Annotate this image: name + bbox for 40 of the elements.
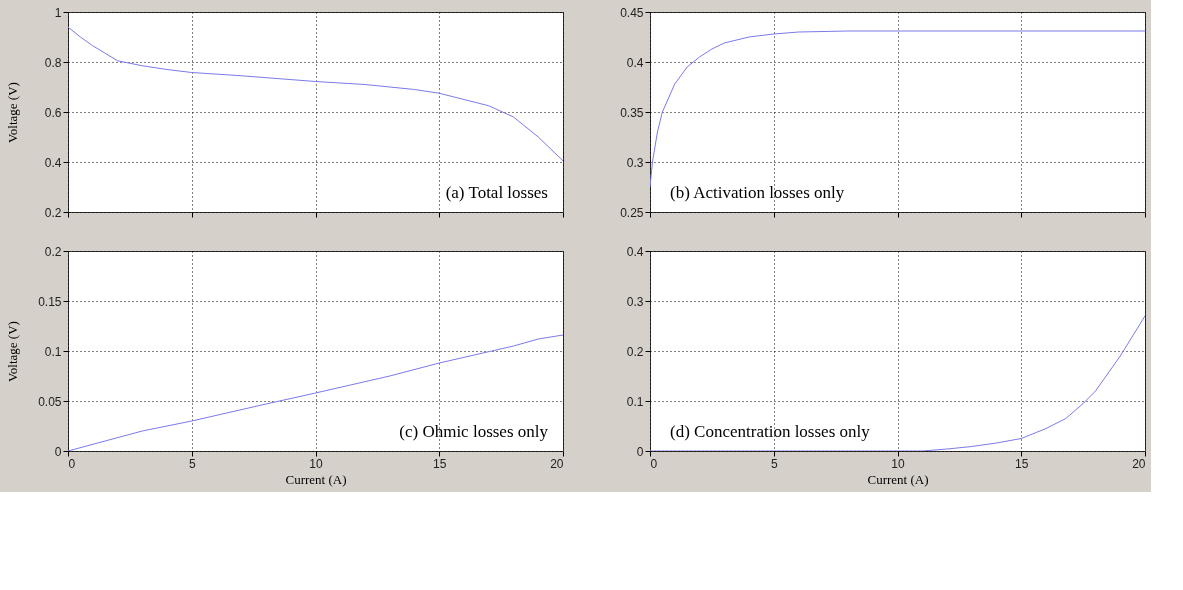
y-tick-label: 0.2 — [44, 205, 62, 220]
x-tick-label: 0 — [650, 456, 658, 471]
x-tick-label: 10 — [309, 456, 323, 471]
x-tick-label: 20 — [550, 456, 564, 471]
y-tick-label: 1 — [54, 5, 62, 20]
y-tick-label: 0.45 — [620, 5, 644, 20]
y-tick-label: 0.8 — [44, 55, 62, 70]
y-tick-label: 0.4 — [626, 55, 644, 70]
x-tick-label: 5 — [188, 456, 196, 471]
annotation: (c) Ohmic losses only — [399, 422, 549, 441]
y-tick-label: 0.25 — [620, 205, 644, 220]
annotation: (d) Concentration losses only — [670, 422, 871, 441]
y-tick-label: 0.1 — [44, 344, 62, 359]
line-series — [650, 30, 1145, 188]
y-tick-label: 0 — [54, 444, 62, 459]
x-tick-label: 15 — [433, 456, 447, 471]
y-tick-label: 0.05 — [38, 394, 62, 409]
annotation: (a) Total losses — [445, 183, 548, 202]
y-axis-title: Voltage (V) — [4, 82, 20, 143]
y-axis-title: Voltage (V) — [4, 321, 20, 382]
y-tick-label: 0.4 — [44, 155, 62, 170]
y-tick-label: 0.6 — [44, 105, 62, 120]
y-tick-label: 0.2 — [626, 344, 644, 359]
y-tick-label: 0.15 — [38, 294, 62, 309]
y-tick-label: 0.3 — [626, 155, 644, 170]
y-tick-label: 0.2 — [44, 244, 62, 259]
y-tick-label: 0.35 — [620, 105, 644, 120]
y-tick-label: 0 — [636, 444, 644, 459]
x-axis-title: Current (A) — [285, 471, 347, 487]
x-axis-title: Current (A) — [867, 471, 929, 487]
x-tick-label: 5 — [770, 456, 778, 471]
x-tick-label: 10 — [891, 456, 905, 471]
x-tick-label: 15 — [1015, 456, 1029, 471]
x-tick-label: 0 — [68, 456, 76, 471]
y-tick-label: 0.4 — [626, 244, 644, 259]
y-tick-label: 0.3 — [626, 294, 644, 309]
x-tick-label: 20 — [1132, 456, 1146, 471]
line-series — [68, 26, 563, 162]
y-tick-label: 0.1 — [626, 394, 644, 409]
annotation: (b) Activation losses only — [670, 183, 845, 202]
